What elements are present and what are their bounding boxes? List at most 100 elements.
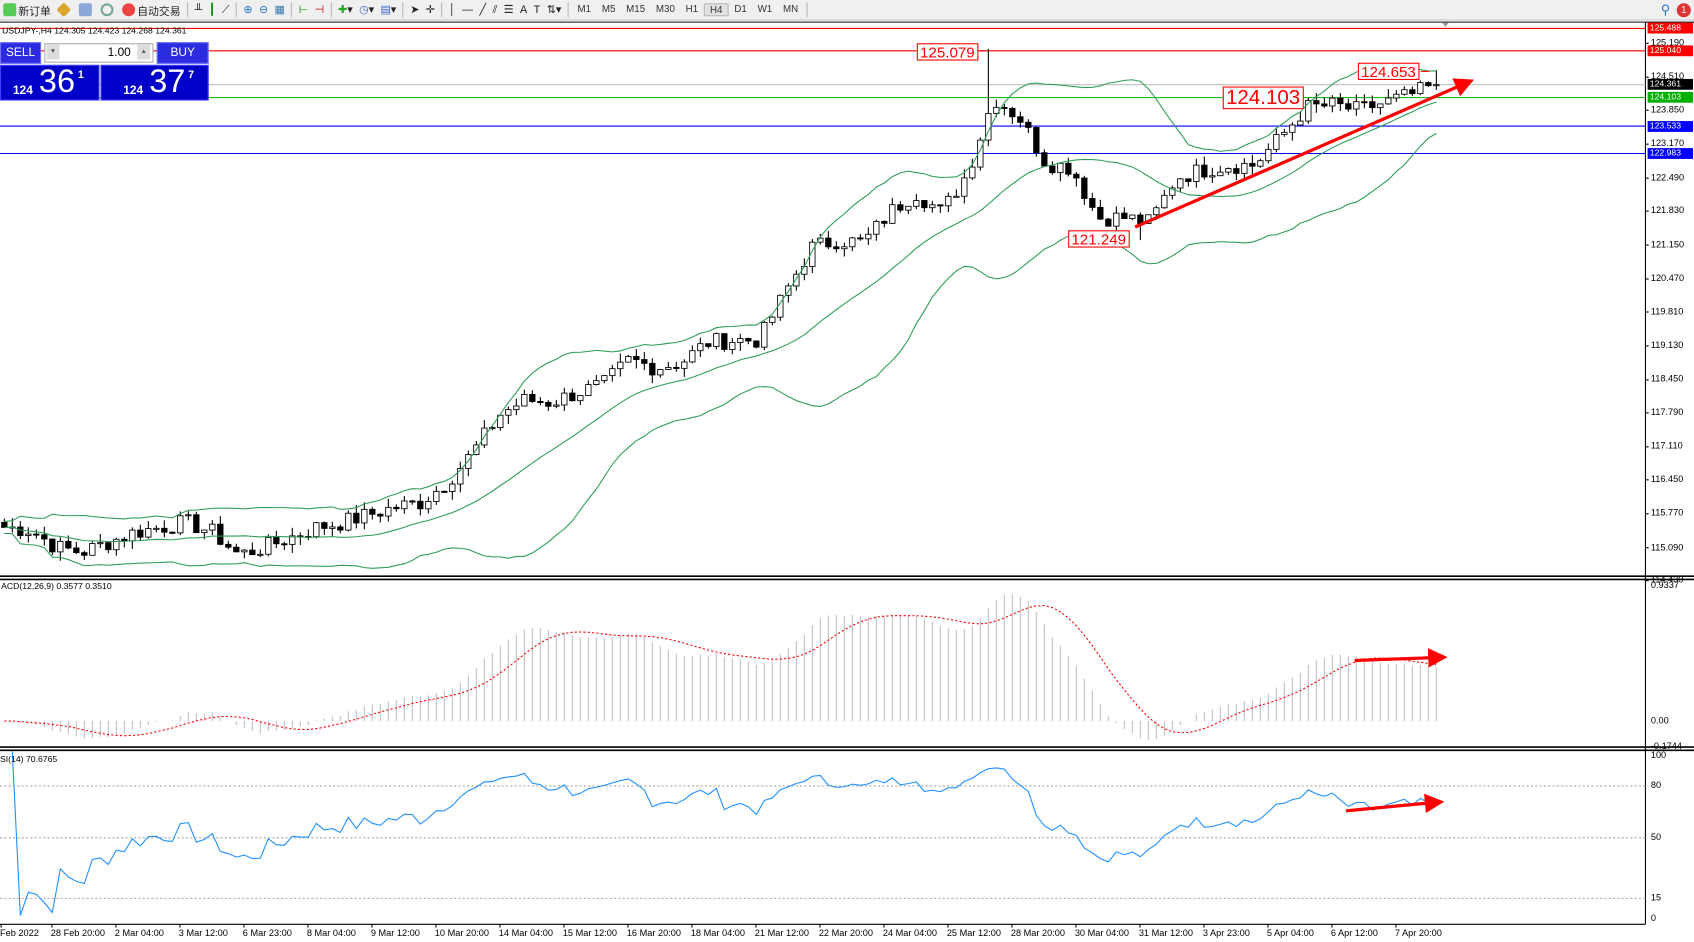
time-axis-label: 6 Apr 12:00 [1330,927,1378,939]
signal-button[interactable] [97,1,119,18]
timeframe-m5[interactable]: M5 [601,3,616,15]
indicators-button[interactable]: ✚ ▾ [338,3,353,16]
sell-button[interactable]: SELL [0,42,42,64]
text-button[interactable]: A [517,1,531,18]
chart-header: USDJPY-,H4 124.305 124.423 124.268 124.3… [2,25,187,36]
vertical-line-icon: │ [448,3,456,16]
bid-price[interactable]: 124 36 1 [0,64,100,101]
bar-chart-button[interactable]: ╨ [191,1,205,18]
candle-bear [1,522,8,528]
candle-bear [1105,218,1112,227]
lot-decrease-button[interactable]: ▼ [46,44,60,60]
timeframe-w1[interactable]: W1 [757,3,773,15]
candle-bull [89,543,96,556]
new-order-button[interactable]: 新订单 [0,1,54,18]
autoscroll-button[interactable]: ⊣ [311,1,327,18]
candle-bear [137,529,144,538]
candle-bear [1425,82,1432,87]
arrows-button[interactable]: ⇅ ▾ [546,3,562,16]
candle-bear [1249,162,1256,167]
horizontal-line-button[interactable]: — [459,1,476,18]
candle-bear [409,500,416,503]
candle-bear [65,540,72,549]
candle-bull [577,395,584,402]
timeframe-d1[interactable]: D1 [734,3,747,15]
candle-bull [625,356,632,363]
annotation-low[interactable]: 121.249 [1068,230,1130,248]
periods-button[interactable]: ◷ ▾ [359,3,375,16]
candle-bear [273,536,280,545]
annotation-mid[interactable]: 124.103 [1222,86,1304,110]
candle-bull [905,205,912,211]
candle-bull [385,506,392,517]
zoom-out-button[interactable]: ⊖ [256,1,272,18]
price-axis-label: 122.490 [1650,171,1685,183]
candle-bear [921,200,928,209]
time-axis-label: 28 Mar 20:00 [1010,927,1065,939]
candle-bull [425,500,432,510]
candle-bull [1177,178,1184,189]
candle-bull [1129,214,1136,219]
time-axis-label: 31 Mar 12:00 [1138,927,1193,939]
annotation-high[interactable]: 125.079 [916,43,978,61]
time-axis-label: 9 Mar 12:00 [370,927,420,939]
rsi-axis-label: 0 [1650,912,1656,924]
candle-bull [1433,84,1440,87]
timeframe-m30[interactable]: M30 [655,3,675,15]
candle-bear [745,338,752,342]
search-button[interactable]: ⚲ [1658,1,1674,18]
tile-windows-button[interactable]: ▦ [271,1,288,18]
divider [291,2,293,18]
candle-bear [1009,107,1016,118]
time-axis-label: 2 Mar 04:00 [114,927,164,939]
vertical-line-button[interactable]: │ [446,1,459,18]
ask-price[interactable]: 124 37 7 [100,64,209,101]
signal-icon [100,3,114,17]
candle-bear [857,237,864,240]
macd-trend-arrow [1354,648,1448,668]
templates-button[interactable]: ▤ ▾ [380,3,397,16]
line-chart-button[interactable]: ⟋ [219,1,233,18]
price-axis-label: 115.090 [1650,541,1684,553]
timeframe-m1[interactable]: M1 [577,3,592,15]
candlestick-button[interactable]: ┃ [206,1,219,18]
buy-button[interactable]: BUY [156,42,209,64]
chart-window[interactable] [0,21,1694,942]
candle-bull [177,515,184,534]
candle-bear [1001,106,1008,109]
candle-bull [1377,103,1384,109]
trendline-button[interactable]: ╱ [476,1,489,18]
annotation-recent[interactable]: 124.653 [1357,62,1420,81]
crosshair-button[interactable]: ✛ [423,1,439,18]
price-axis-label: 115.770 [1650,507,1684,519]
notifications-button[interactable]: 1 [1674,1,1694,18]
equidistant-channel-button[interactable]: ⫽ [489,1,500,18]
history-button[interactable] [76,1,98,18]
candle-bull [1273,134,1280,150]
candle-bear [161,527,168,533]
chart-shift-button[interactable]: ⊢ [296,1,312,18]
candle-bear [1313,100,1320,105]
zoom-in-icon: ⊕ [243,3,253,16]
candle-bull [1169,187,1176,196]
text-label-button[interactable]: T [530,1,543,18]
timeframe-mn[interactable]: MN [783,3,799,15]
timeframe-h4[interactable]: H4 [703,3,729,17]
fibonacci-button[interactable]: ☰ [501,1,517,18]
zoom-in-button[interactable]: ⊕ [240,1,256,18]
notification-badge: 1 [1676,2,1691,17]
macd-axis-label: 0.00 [1650,714,1669,726]
timeframe-m15[interactable]: M15 [626,3,646,15]
cursor-icon: ➤ [410,3,420,16]
candle-bull [681,361,688,369]
timeframe-h1[interactable]: H1 [685,3,699,15]
rsi-trend-arrow [1345,793,1445,814]
lot-increase-button[interactable]: ▲ [137,44,151,60]
lot-size-input[interactable]: 1.00 [44,43,154,63]
auto-trading-button[interactable]: 自动交易 [119,1,184,18]
candle-bear [569,392,576,402]
cursor-button[interactable]: ➤ [407,1,423,18]
candle-bull [609,368,616,377]
time-axis-label: 30 Mar 04:00 [1074,927,1129,939]
